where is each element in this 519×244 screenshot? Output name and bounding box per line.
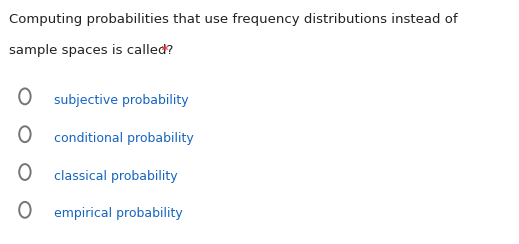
Text: subjective probability: subjective probability: [54, 94, 189, 107]
Text: conditional probability: conditional probability: [54, 132, 194, 145]
Text: Computing probabilities that use frequency distributions instead of: Computing probabilities that use frequen…: [9, 13, 458, 26]
Text: *: *: [157, 44, 169, 57]
Text: classical probability: classical probability: [54, 170, 178, 183]
Text: empirical probability: empirical probability: [54, 207, 183, 220]
Text: sample spaces is called?: sample spaces is called?: [9, 44, 174, 57]
